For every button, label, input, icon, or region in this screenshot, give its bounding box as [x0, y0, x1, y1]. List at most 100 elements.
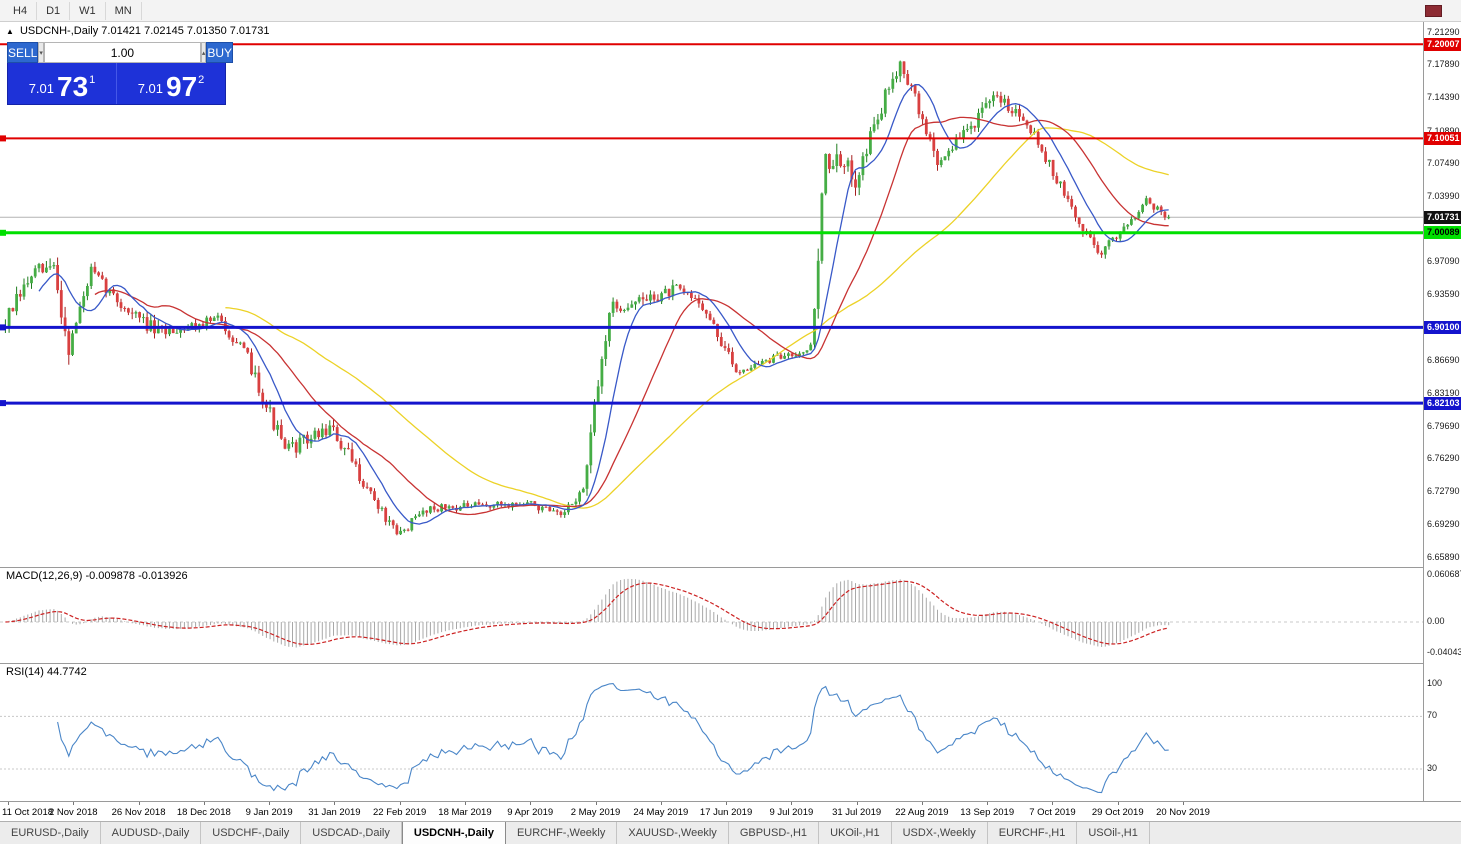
rsi-label: RSI(14) 44.7742: [6, 666, 87, 678]
volume-dropdown-icon[interactable]: ▾: [38, 42, 44, 63]
price-badge: 6.90100: [1424, 320, 1461, 334]
buy-price-display[interactable]: 7.01 97 2: [117, 63, 225, 104]
candlestick-chart[interactable]: [0, 22, 1423, 567]
date-axis-label: 11 Oct 2018: [2, 807, 54, 818]
date-axis-tick: [334, 802, 336, 805]
date-axis-label: 31 Jul 2019: [832, 807, 882, 818]
timeframe-button-h4[interactable]: H4: [4, 1, 38, 20]
tab-usdchf-daily[interactable]: USDCHF-,Daily: [201, 822, 302, 844]
tab-audusd-daily[interactable]: AUDUSD-,Daily: [101, 822, 202, 844]
tab-eurchf-weekly[interactable]: EURCHF-,Weekly: [506, 822, 618, 844]
rsi-axis-tick: 100: [1427, 677, 1443, 688]
chart-title: ▲ USDCNH-,Daily 7.01421 7.02145 7.01350 …: [6, 25, 270, 37]
timeframe-buttons: H4 D1 W1 MN: [4, 1, 142, 20]
date-axis[interactable]: 11 Oct 2018 2 Nov 2018 26 Nov 2018 18 Dec 2…: [0, 801, 1461, 821]
date-axis-tick: [856, 802, 858, 805]
macd-label: MACD(12,26,9) -0.009878 -0.013926: [6, 570, 188, 582]
price-axis-tick: 6.86690: [1427, 354, 1460, 365]
volume-input[interactable]: [43, 42, 201, 63]
volume-up-icon[interactable]: ▴: [200, 42, 207, 63]
tab-gbpusd-h1[interactable]: GBPUSD-,H1: [729, 822, 820, 844]
price-axis-tick: 6.93590: [1427, 289, 1460, 300]
tab-usdcad-daily[interactable]: USDCAD-,Daily: [301, 822, 402, 844]
date-axis-label: 24 May 2019: [633, 807, 689, 818]
date-axis-label: 22 Feb 2019: [372, 807, 427, 818]
price-axis-tick: 7.03990: [1427, 190, 1460, 201]
price-axis-tick: 6.79690: [1427, 421, 1460, 431]
date-axis-tick: [464, 802, 466, 805]
tab-eurchf-h1[interactable]: EURCHF-,H1: [988, 822, 1078, 844]
buy-price-base: 7.01: [137, 81, 164, 96]
date-axis-tick: [138, 802, 140, 805]
price-axis-tick: 7.21290: [1427, 27, 1460, 37]
price-badge: 7.00089: [1424, 226, 1461, 240]
price-axis-tick: 7.14390: [1427, 92, 1460, 103]
date-axis-label: 2 May 2019: [570, 807, 621, 818]
moving-averages: [38, 83, 1169, 525]
rsi-indicator[interactable]: [0, 664, 1423, 802]
date-axis-label: 20 Nov 2019: [1156, 807, 1210, 818]
date-axis-tick: [8, 802, 9, 805]
tab-ukoil-h1[interactable]: UKOil-,H1: [819, 822, 892, 844]
sell-price-display[interactable]: 7.01 73 1: [8, 63, 117, 104]
sell-price-base: 7.01: [28, 81, 55, 96]
date-axis-label: 26 Nov 2018: [111, 807, 166, 818]
macd-axis-tick: 0.00: [1427, 616, 1445, 626]
macd-axis-tick: -0.040432: [1427, 647, 1461, 658]
tab-usoil-h1[interactable]: USOil-,H1: [1077, 822, 1150, 844]
rsi-axis-tick: 70: [1427, 710, 1438, 721]
price-badge: 7.10051: [1424, 131, 1461, 145]
price-axis-tick: 7.07490: [1427, 157, 1460, 168]
tab-usdx-weekly[interactable]: USDX-,Weekly: [892, 822, 988, 844]
one-click-trade-panel: SELL ▾ ▴ BUY 7.01 73 1 7.01 97 2: [7, 42, 234, 105]
price-axis-tick: 6.97090: [1427, 256, 1460, 267]
rsi-axis-tick: 30: [1427, 763, 1438, 773]
macd-indicator[interactable]: [0, 568, 1423, 664]
date-axis-label: 13 Sep 2019: [960, 807, 1015, 818]
macd-histogram: [8, 578, 1170, 648]
price-badge: 7.01731: [1424, 210, 1461, 224]
date-axis-tick: [726, 802, 728, 805]
tab-xauusd-weekly[interactable]: XAUUSD-,Weekly: [617, 822, 729, 844]
date-axis-label: 9 Jan 2019: [245, 807, 293, 818]
date-axis-label: 18 Mar 2019: [438, 807, 492, 818]
tab-usdcnh-daily[interactable]: USDCNH-,Daily: [401, 822, 506, 844]
date-axis-label: 9 Jul 2019: [769, 807, 814, 818]
sell-button[interactable]: SELL: [7, 42, 39, 63]
price-axis-tick: 7.17890: [1427, 59, 1460, 70]
date-axis-tick: [660, 802, 662, 805]
date-axis-tick: [269, 802, 271, 805]
rsi-line: [57, 683, 1169, 794]
date-axis-tick: [1117, 802, 1119, 805]
date-axis-tick: [530, 802, 532, 805]
date-axis-tick: [791, 802, 793, 805]
price-axis-tick: 6.69290: [1427, 519, 1460, 530]
date-axis-label: 18 Dec 2018: [176, 807, 231, 818]
sell-price-pips: 73: [57, 71, 89, 103]
date-axis-tick: [203, 802, 205, 805]
date-axis-label: 2 Nov 2018: [48, 807, 98, 818]
sell-price-point: 1: [89, 74, 96, 86]
price-badge: 6.82103: [1424, 396, 1461, 410]
timeframe-button-d1[interactable]: D1: [37, 1, 71, 20]
chart-ohlc-values: 7.01421 7.02145 7.01350 7.01731: [101, 25, 270, 37]
macd-signal-line: [5, 580, 1169, 646]
timeframe-button-mn[interactable]: MN: [106, 1, 142, 20]
timeframe-button-w1[interactable]: W1: [70, 1, 106, 20]
collapse-arrow-icon[interactable]: ▲: [6, 27, 14, 36]
price-axis-tick: 6.72790: [1427, 486, 1460, 497]
date-axis-tick: [987, 802, 989, 805]
date-axis-label: 29 Oct 2019: [1091, 807, 1144, 818]
price-axis[interactable]: 7.21290 7.17890 7.14390 7.10890 7.07490 7.039…: [1423, 22, 1461, 801]
timeframe-toolbar: H4 D1 W1 MN: [0, 0, 1461, 22]
tab-eurusd-daily[interactable]: EURUSD-,Daily: [0, 822, 101, 844]
date-axis-label: 17 Jun 2019: [699, 807, 753, 818]
toolbar-right-marker[interactable]: [1425, 5, 1442, 17]
macd-axis-tick: 0.060687: [1427, 569, 1461, 580]
price-chart-panel: ▲ USDCNH-,Daily 7.01421 7.02145 7.01350 …: [0, 22, 1423, 567]
price-axis-tick: 6.65890: [1427, 551, 1460, 562]
buy-button[interactable]: BUY: [206, 42, 234, 63]
price-axis-tick: 7.10890: [1427, 125, 1460, 136]
macd-panel: MACD(12,26,9) -0.009878 -0.013926: [0, 567, 1423, 663]
buy-price-point: 2: [198, 74, 205, 86]
